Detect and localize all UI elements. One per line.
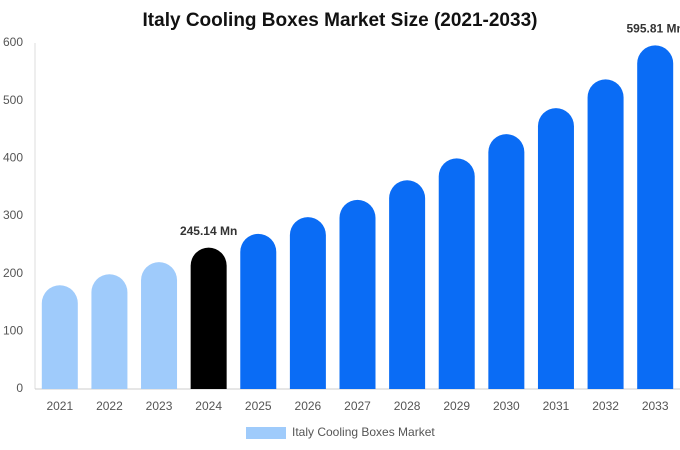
bar <box>240 233 277 389</box>
x-tick-label: 2024 <box>195 399 222 413</box>
y-tick-label: 600 <box>3 35 23 49</box>
bar <box>91 274 128 389</box>
x-tick-label: 2025 <box>245 399 272 413</box>
x-tick-label: 2030 <box>493 399 520 413</box>
x-tick-label: 2021 <box>46 399 73 413</box>
bar <box>190 247 227 389</box>
bar <box>488 134 525 389</box>
x-tick-label: 2023 <box>146 399 173 413</box>
data-label: 245.14 Mn <box>180 224 237 238</box>
y-tick-label: 300 <box>3 208 23 222</box>
x-tick-label: 2031 <box>543 399 570 413</box>
chart-title: Italy Cooling Boxes Market Size (2021-20… <box>143 10 538 31</box>
y-tick-label: 500 <box>3 93 23 107</box>
x-tick-label: 2022 <box>96 399 123 413</box>
x-tick-label: 2026 <box>295 399 322 413</box>
x-tick-label: 2029 <box>443 399 470 413</box>
bar <box>41 285 78 389</box>
bar <box>141 262 178 389</box>
data-label: 595.81 Mn <box>627 22 680 36</box>
bar <box>389 180 426 389</box>
legend-swatch <box>246 427 286 439</box>
x-tick-label: 2033 <box>642 399 669 413</box>
y-tick-label: 400 <box>3 151 23 165</box>
y-tick-label: 100 <box>3 324 23 338</box>
x-tick-label: 2027 <box>344 399 371 413</box>
x-tick-label: 2028 <box>394 399 421 413</box>
bar <box>637 45 674 390</box>
bar <box>339 199 376 389</box>
y-tick-label: 0 <box>16 381 23 395</box>
bar <box>537 108 574 389</box>
bar <box>587 79 624 389</box>
x-tick-label: 2032 <box>592 399 619 413</box>
bar <box>289 217 326 389</box>
y-tick-label: 200 <box>3 266 23 280</box>
legend-label: Italy Cooling Boxes Market <box>292 425 435 439</box>
bar <box>438 158 475 389</box>
